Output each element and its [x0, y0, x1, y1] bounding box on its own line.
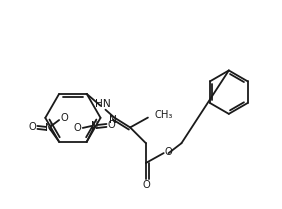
Text: N: N [91, 121, 98, 131]
Text: O: O [28, 122, 36, 132]
Text: N: N [109, 115, 117, 125]
Text: O: O [107, 120, 115, 130]
Text: O: O [74, 123, 82, 133]
Text: HN: HN [95, 99, 110, 109]
Text: O: O [142, 180, 150, 190]
Text: O: O [165, 147, 173, 157]
Text: N: N [45, 123, 53, 133]
Text: CH₃: CH₃ [155, 110, 173, 120]
Text: O: O [60, 113, 68, 123]
